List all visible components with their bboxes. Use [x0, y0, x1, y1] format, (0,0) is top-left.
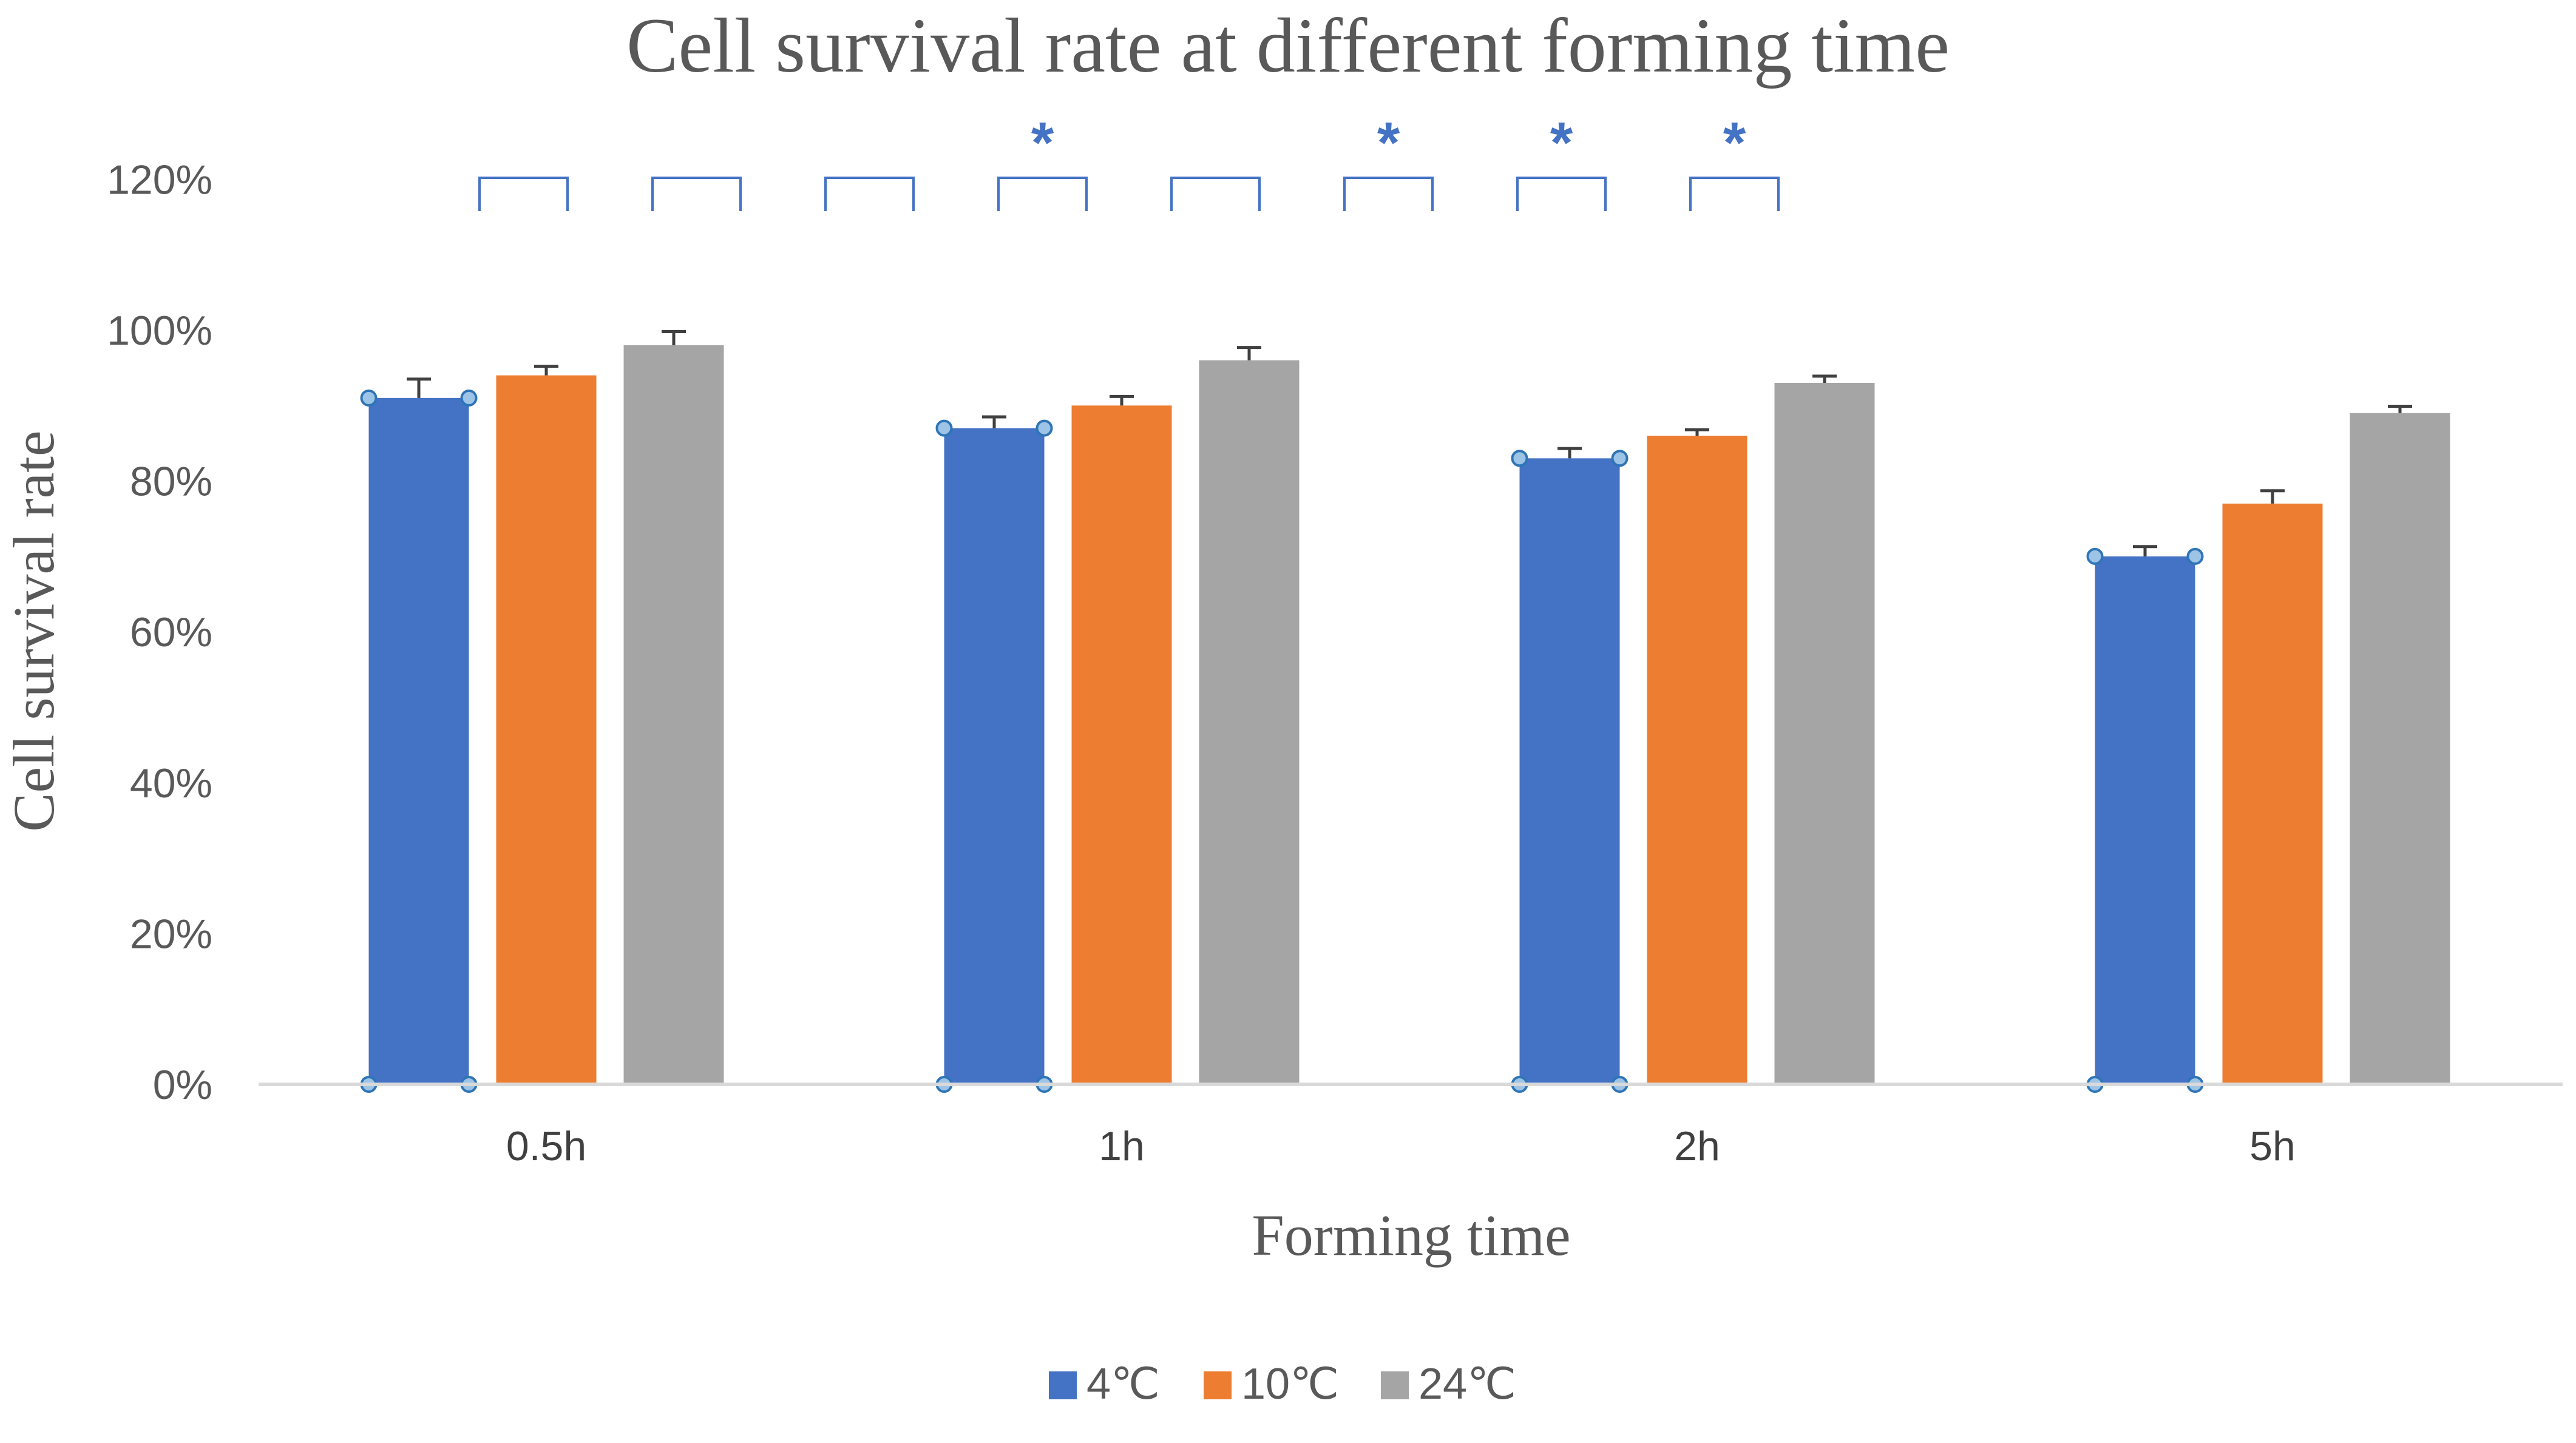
bar [944, 428, 1045, 1084]
y-tick-label: 100% [107, 308, 212, 354]
significance-bracket [478, 177, 569, 211]
significance-marker: * [1723, 110, 1746, 175]
y-tick-label: 80% [130, 459, 212, 505]
bar [2350, 413, 2450, 1084]
bar [368, 397, 469, 1084]
bar [623, 345, 724, 1084]
x-tick-label: 0.5h [506, 1123, 586, 1169]
significance-bracket [1343, 177, 1434, 211]
y-tick-label: 60% [130, 609, 212, 655]
bar [1647, 436, 1747, 1084]
significance-bracket [824, 177, 915, 211]
significance-bracket [1689, 177, 1780, 211]
legend-swatch [1204, 1371, 1232, 1399]
bar [1199, 360, 1300, 1084]
selection-handle [2086, 547, 2104, 565]
selection-handle [1511, 450, 1528, 467]
bar [1774, 383, 1875, 1084]
selection-handle [460, 389, 478, 407]
selection-handle [1611, 450, 1629, 467]
y-tick-label: 120% [107, 157, 212, 203]
legend: 4℃ 10℃ 24℃ [1049, 1360, 1516, 1408]
plot-area: 0% 20% 40% 60% 80% 100% 120% 0.5h 1h 2h 5h * * * * [107, 110, 2563, 1169]
bar [1519, 458, 1620, 1084]
bar [2222, 503, 2323, 1084]
legend-swatch [1381, 1371, 1409, 1399]
x-tick-label: 5h [2249, 1123, 2296, 1169]
bar [496, 375, 597, 1084]
chart-title: Cell survival rate at different forming … [626, 2, 1950, 89]
significance-bracket [651, 177, 742, 211]
legend-swatch [1049, 1371, 1077, 1399]
legend-label: 4℃ [1086, 1360, 1160, 1408]
legend-label: 24℃ [1418, 1360, 1516, 1408]
y-tick-label: 0% [153, 1062, 212, 1108]
bar [1071, 405, 1172, 1084]
significance-bracket [1170, 177, 1261, 211]
x-tick-label: 1h [1099, 1123, 1145, 1169]
y-tick-label: 40% [130, 760, 212, 806]
bar [2095, 556, 2195, 1084]
significance-marker: * [1031, 110, 1054, 175]
significance-bracket [1516, 177, 1607, 211]
selection-handle [935, 419, 953, 437]
significance-bracket [997, 177, 1088, 211]
x-axis-label: Forming time [1252, 1203, 1570, 1268]
significance-marker: * [1377, 110, 1400, 175]
x-tick-label: 2h [1674, 1123, 1720, 1169]
y-tick-label: 20% [130, 911, 212, 957]
significance-marker: * [1550, 110, 1573, 175]
selection-handle [1035, 419, 1053, 437]
selection-handle [360, 389, 378, 407]
y-axis-label: Cell survival rate [1, 430, 66, 831]
legend-label: 10℃ [1241, 1360, 1339, 1408]
selection-handle [2186, 547, 2204, 565]
